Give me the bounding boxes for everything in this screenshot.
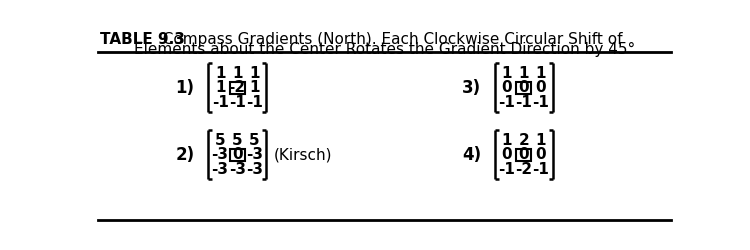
Text: 0: 0: [536, 80, 546, 95]
Text: -3: -3: [211, 147, 229, 162]
Text: 1: 1: [214, 66, 225, 80]
Text: 1: 1: [502, 132, 512, 148]
Text: Elements about the Center Rotates the Gradient Direction by 45°: Elements about the Center Rotates the Gr…: [134, 42, 635, 56]
Text: -1: -1: [211, 95, 229, 110]
Text: 4): 4): [462, 146, 482, 164]
Text: TABLE 9.3: TABLE 9.3: [100, 32, 184, 46]
Text: 5: 5: [232, 132, 242, 148]
Text: -2: -2: [515, 162, 532, 177]
Text: -1: -1: [246, 95, 262, 110]
Text: 0: 0: [518, 80, 530, 95]
Text: -1: -1: [499, 162, 515, 177]
Text: -3: -3: [246, 147, 262, 162]
Text: 0: 0: [536, 147, 546, 162]
Text: 1: 1: [232, 66, 242, 80]
Text: 2: 2: [518, 132, 530, 148]
Text: 0: 0: [518, 147, 530, 162]
Text: -2: -2: [229, 80, 246, 95]
Text: -1: -1: [532, 162, 549, 177]
Text: 3): 3): [462, 79, 482, 97]
Text: -1: -1: [229, 95, 245, 110]
Text: 1: 1: [519, 66, 530, 80]
Text: 1): 1): [176, 79, 194, 97]
Text: -3: -3: [229, 162, 246, 177]
Text: 0: 0: [502, 147, 512, 162]
Text: 1: 1: [249, 66, 259, 80]
Text: 1: 1: [536, 132, 546, 148]
Text: 0: 0: [232, 147, 242, 162]
Text: 1: 1: [214, 80, 225, 95]
Text: -1: -1: [515, 95, 532, 110]
Text: -3: -3: [246, 162, 262, 177]
Text: 1: 1: [536, 66, 546, 80]
Text: -1: -1: [532, 95, 549, 110]
Text: 1: 1: [502, 66, 512, 80]
Text: 0: 0: [502, 80, 512, 95]
Text: (Kirsch): (Kirsch): [274, 147, 332, 162]
Text: -3: -3: [211, 162, 229, 177]
Text: 2): 2): [176, 146, 194, 164]
Text: 1: 1: [249, 80, 259, 95]
Text: 5: 5: [249, 132, 259, 148]
Text: Compass Gradients (North). Each Clockwise Circular Shift of: Compass Gradients (North). Each Clockwis…: [153, 32, 622, 46]
Text: 5: 5: [214, 132, 226, 148]
Text: -1: -1: [499, 95, 515, 110]
